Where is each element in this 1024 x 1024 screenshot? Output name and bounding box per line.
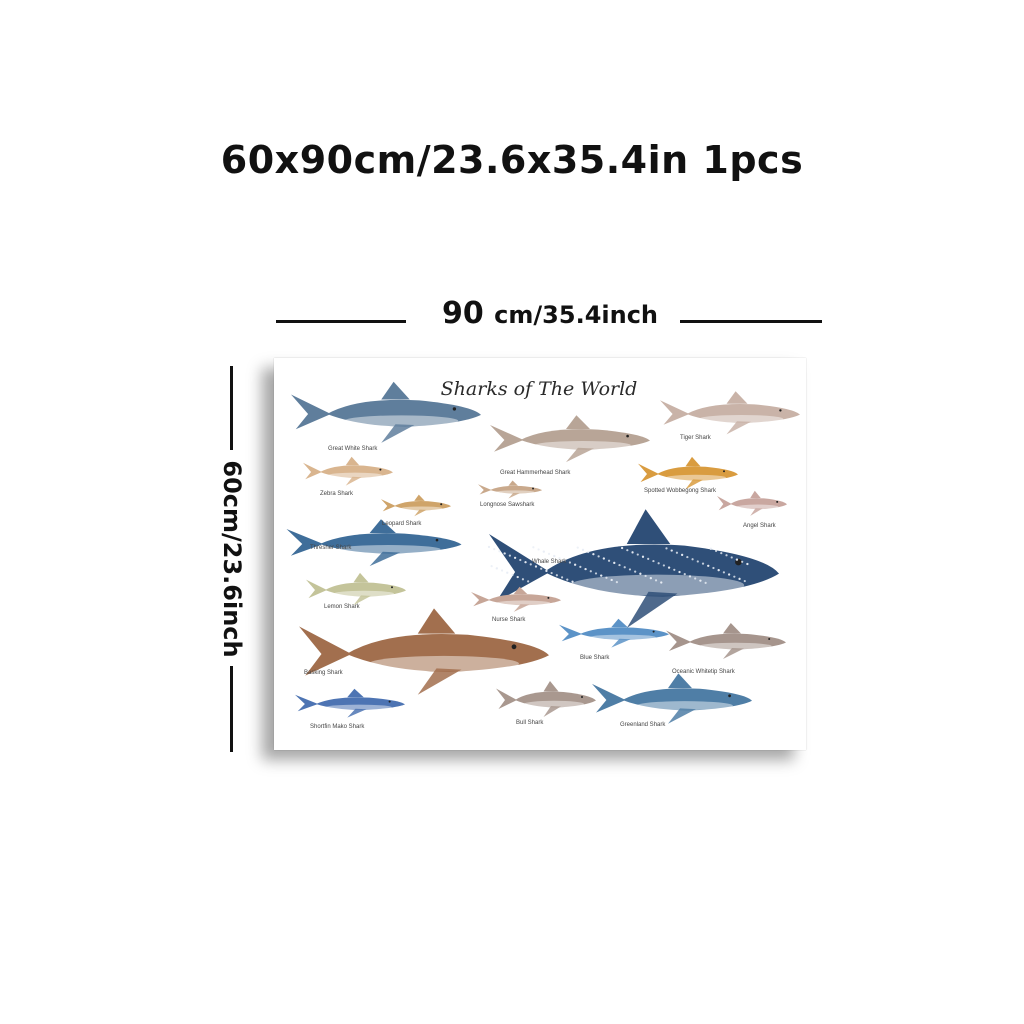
shark-label: Tiger Shark: [680, 435, 711, 441]
greenland-shark-illustration: [592, 673, 752, 724]
width-value: 90: [441, 296, 484, 331]
width-dimension-line-left: [276, 320, 406, 323]
size-headline: 60x90cm/23.6x35.4in 1pcs: [220, 138, 804, 182]
width-dimension-label: 90 cm/35.4inch: [270, 296, 830, 331]
shark-label: Longnose Sawshark: [480, 502, 535, 508]
shark-label: Lemon Shark: [324, 604, 360, 610]
whitetip-shark-illustration: [666, 623, 786, 659]
poster-canvas: Sharks of The World Great White Shark Gre…: [274, 358, 806, 750]
bull-shark-illustration: [496, 681, 596, 717]
shark-label: Basking Shark: [304, 670, 343, 676]
height-dimension: 60cm/23.6inch: [210, 364, 254, 754]
nurse-shark-illustration: [471, 586, 561, 612]
width-dimension: 90 cm/35.4inch: [270, 296, 830, 346]
hammerhead-shark-illustration: [490, 415, 650, 463]
angel-shark-illustration: [717, 490, 787, 516]
lemon-shark-illustration: [306, 572, 406, 606]
blue-shark-illustration: [559, 618, 669, 648]
shark-label: Shortfin Mako Shark: [310, 724, 365, 730]
shark-label: Greenland Shark: [620, 722, 666, 728]
shark-label: Nurse Shark: [492, 617, 526, 623]
height-dimension-line-bottom: [230, 666, 233, 752]
shark-label: Angel Shark: [743, 523, 776, 529]
zebra-shark-illustration: [303, 456, 393, 486]
width-unit: cm/35.4inch: [494, 301, 659, 329]
leopard-shark-illustration: [381, 494, 451, 517]
poster-title: Sharks of The World: [440, 378, 638, 400]
sawshark-shark-illustration: [478, 480, 542, 499]
shark-label: Zebra Shark: [320, 491, 354, 497]
great-white-shark-illustration: [291, 381, 481, 443]
shark-label: Spotted Wobbegong Shark: [644, 488, 716, 494]
tiger-shark-illustration: [660, 391, 800, 435]
basking-shark-illustration: [299, 608, 549, 695]
shark-label: Leopard Shark: [382, 521, 422, 527]
shark-label: Bull Shark: [516, 720, 544, 726]
wobbegong-shark-illustration: [638, 456, 738, 490]
shark-label: Whale Shark: [532, 559, 567, 565]
shark-label: Great White Shark: [328, 446, 378, 452]
height-dimension-line-top: [230, 366, 233, 450]
shark-label: Thresher Shark: [310, 545, 352, 551]
shark-label: Blue Shark: [580, 655, 610, 661]
whale-shark-illustration: [487, 509, 779, 629]
mako-shark-illustration: [295, 688, 405, 718]
thresher-shark-illustration: [286, 519, 462, 567]
width-dimension-line-right: [680, 320, 822, 323]
height-dimension-label: 60cm/23.6inch: [218, 460, 246, 658]
shark-label: Great Hammerhead Shark: [500, 470, 571, 476]
shark-label: Oceanic Whitetip Shark: [672, 669, 735, 675]
shark-illustrations: [286, 381, 800, 724]
